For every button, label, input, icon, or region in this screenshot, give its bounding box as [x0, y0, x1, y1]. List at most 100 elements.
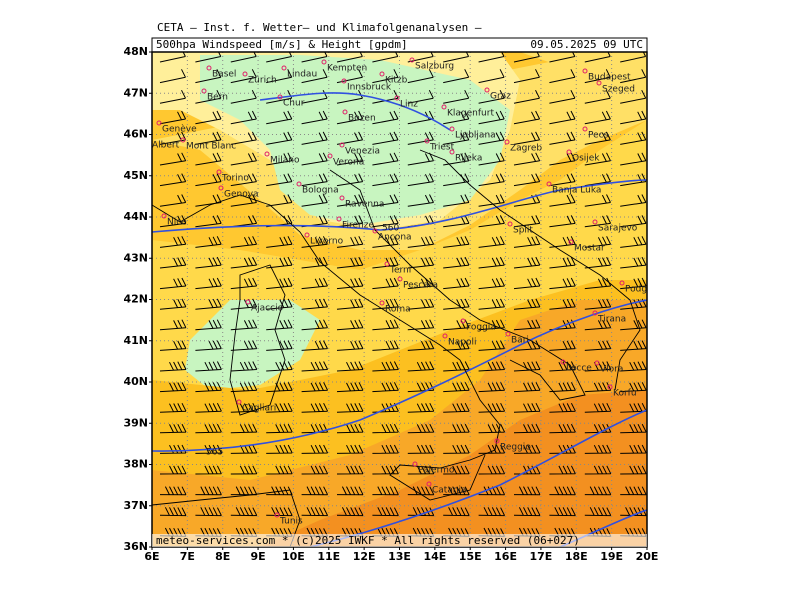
wind-barb [478, 361, 506, 372]
contour-line [309, 409, 647, 547]
wind-barb [549, 486, 576, 496]
wind-barb [159, 465, 187, 475]
wind-barb [159, 298, 187, 310]
lon-label: 20E [636, 550, 659, 563]
wind-barb [336, 236, 364, 248]
wind-barb [336, 131, 364, 145]
wind-barb [513, 486, 541, 496]
lat-label: 37N [123, 499, 148, 512]
city-label: Szeged [602, 85, 635, 95]
city-labels: Basel Zürich Lindau Kempten Salzburg KitzbInn… [152, 57, 647, 527]
wind-barb [266, 173, 293, 187]
wind-barb [230, 152, 257, 166]
city-label: Budapest [588, 73, 631, 83]
wind-barb [195, 382, 222, 393]
wind-barb [372, 110, 399, 125]
wind-barb [443, 340, 470, 351]
wind-barb [372, 277, 399, 290]
city-label: Bari [511, 336, 529, 346]
wind-barb [620, 152, 647, 166]
wind-barb [478, 256, 505, 269]
wind-barb [407, 298, 435, 310]
wind-barb [159, 89, 186, 104]
wind-barb [336, 465, 364, 475]
city-label: Innsbruck [347, 83, 392, 93]
wind-barb [513, 173, 541, 187]
city-label: Klagenfurt [447, 109, 494, 119]
city-label: Foggia [466, 323, 496, 333]
wind-barb [620, 215, 647, 228]
wind-barb [478, 340, 505, 351]
wind-barb [372, 486, 399, 496]
wind-barb [478, 486, 506, 496]
wind-barb [513, 256, 541, 269]
wind-barb [584, 69, 611, 84]
wind-barb [336, 277, 364, 290]
wind-barb [230, 256, 258, 269]
city-label: Ancona [378, 233, 412, 243]
wind-barb [301, 361, 329, 372]
graticule [152, 52, 647, 547]
wind-barb [443, 110, 470, 125]
wind-barb [372, 465, 399, 475]
wind-barb [159, 277, 187, 290]
wind-barb [336, 194, 364, 207]
city-label: Pescara [403, 281, 438, 291]
wind-barb [584, 465, 612, 475]
wind-barb [478, 465, 506, 475]
wind-barb [584, 298, 612, 310]
city-label: Ajaccio [251, 304, 284, 314]
city-marker [607, 384, 613, 390]
wind-barb [336, 382, 364, 393]
city-marker [274, 512, 280, 518]
wind-barb [230, 110, 257, 125]
wind-barb [159, 486, 187, 496]
wind-barb [407, 110, 434, 125]
wind-barb [195, 152, 222, 166]
wind-barb [372, 423, 399, 434]
wind-barb [513, 215, 541, 228]
wind-barb [159, 69, 186, 84]
city-marker [242, 71, 248, 77]
wind-barb [513, 131, 541, 145]
wind-barb [266, 361, 293, 372]
wind-barb [372, 319, 399, 331]
wind-barb [549, 298, 576, 310]
city-marker [560, 359, 566, 365]
city-label: Verona [333, 158, 364, 168]
wind-barb [372, 215, 399, 228]
city-marker [505, 331, 511, 337]
wind-barb [266, 465, 293, 475]
wind-barb [301, 382, 329, 393]
city-label: Ljubljana [455, 131, 496, 141]
city-label: Linz [400, 100, 418, 110]
wind-barb [301, 110, 328, 125]
wind-barb [195, 173, 222, 187]
city-label: Split [513, 226, 533, 236]
wind-barb [407, 444, 435, 454]
city-marker [281, 65, 287, 71]
wind-barb [230, 465, 258, 475]
city-label: Roma [385, 305, 411, 315]
lat-label: 42N [123, 293, 148, 306]
wind-barb [266, 319, 293, 331]
contour-label: 560 [382, 224, 399, 234]
city-marker [341, 78, 347, 84]
city-label: Napoli [448, 338, 476, 348]
city-label: Nice [167, 218, 187, 228]
coast [329, 169, 586, 401]
wind-barb [407, 277, 435, 290]
wind-barb [478, 507, 506, 517]
contour-labels: 560 565 [206, 224, 399, 458]
wind-barb [159, 361, 187, 372]
city-label: Ravenna [345, 200, 384, 210]
city-marker [321, 59, 327, 65]
lat-label: 45N [123, 169, 148, 182]
city-marker [582, 68, 588, 74]
wind-barb [372, 507, 399, 517]
wind-barb [549, 507, 576, 517]
wind-barb [478, 89, 505, 104]
wind-barb [513, 402, 541, 413]
wind-barb [230, 319, 258, 331]
